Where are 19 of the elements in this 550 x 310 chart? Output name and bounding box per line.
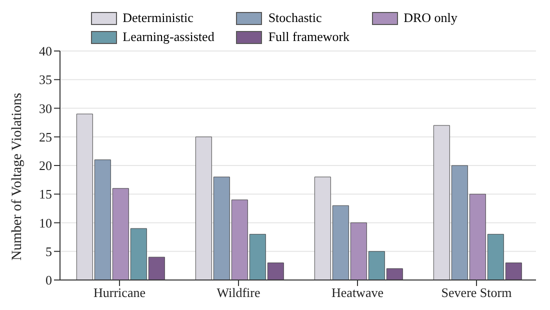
y-tick-label: 0 xyxy=(46,272,52,288)
x-tick-label: Wildfire xyxy=(216,285,260,300)
y-tick-label: 15 xyxy=(39,186,52,202)
y-tick-label: 20 xyxy=(39,158,52,174)
x-tick-label: Heatwave xyxy=(332,285,384,300)
y-tick-label: 25 xyxy=(39,129,52,144)
x-tick-label: Hurricane xyxy=(94,285,146,300)
legend-label: DRO only xyxy=(404,10,458,26)
y-tick-label: 10 xyxy=(39,215,52,230)
x-tick-label: Severe Storm xyxy=(441,285,512,300)
y-tick-label: 40 xyxy=(39,44,52,59)
y-tick-label: 30 xyxy=(39,100,52,116)
y-tick-label: 5 xyxy=(46,244,52,259)
y-tick-label: 35 xyxy=(39,72,52,88)
legend-label: Stochastic xyxy=(268,10,322,26)
legend-label: Full framework xyxy=(268,29,350,45)
y-axis-title: Number of Voltage Violations xyxy=(10,92,25,260)
legend-label: Deterministic xyxy=(122,10,194,26)
legend-label: Learning-assisted xyxy=(122,29,214,45)
